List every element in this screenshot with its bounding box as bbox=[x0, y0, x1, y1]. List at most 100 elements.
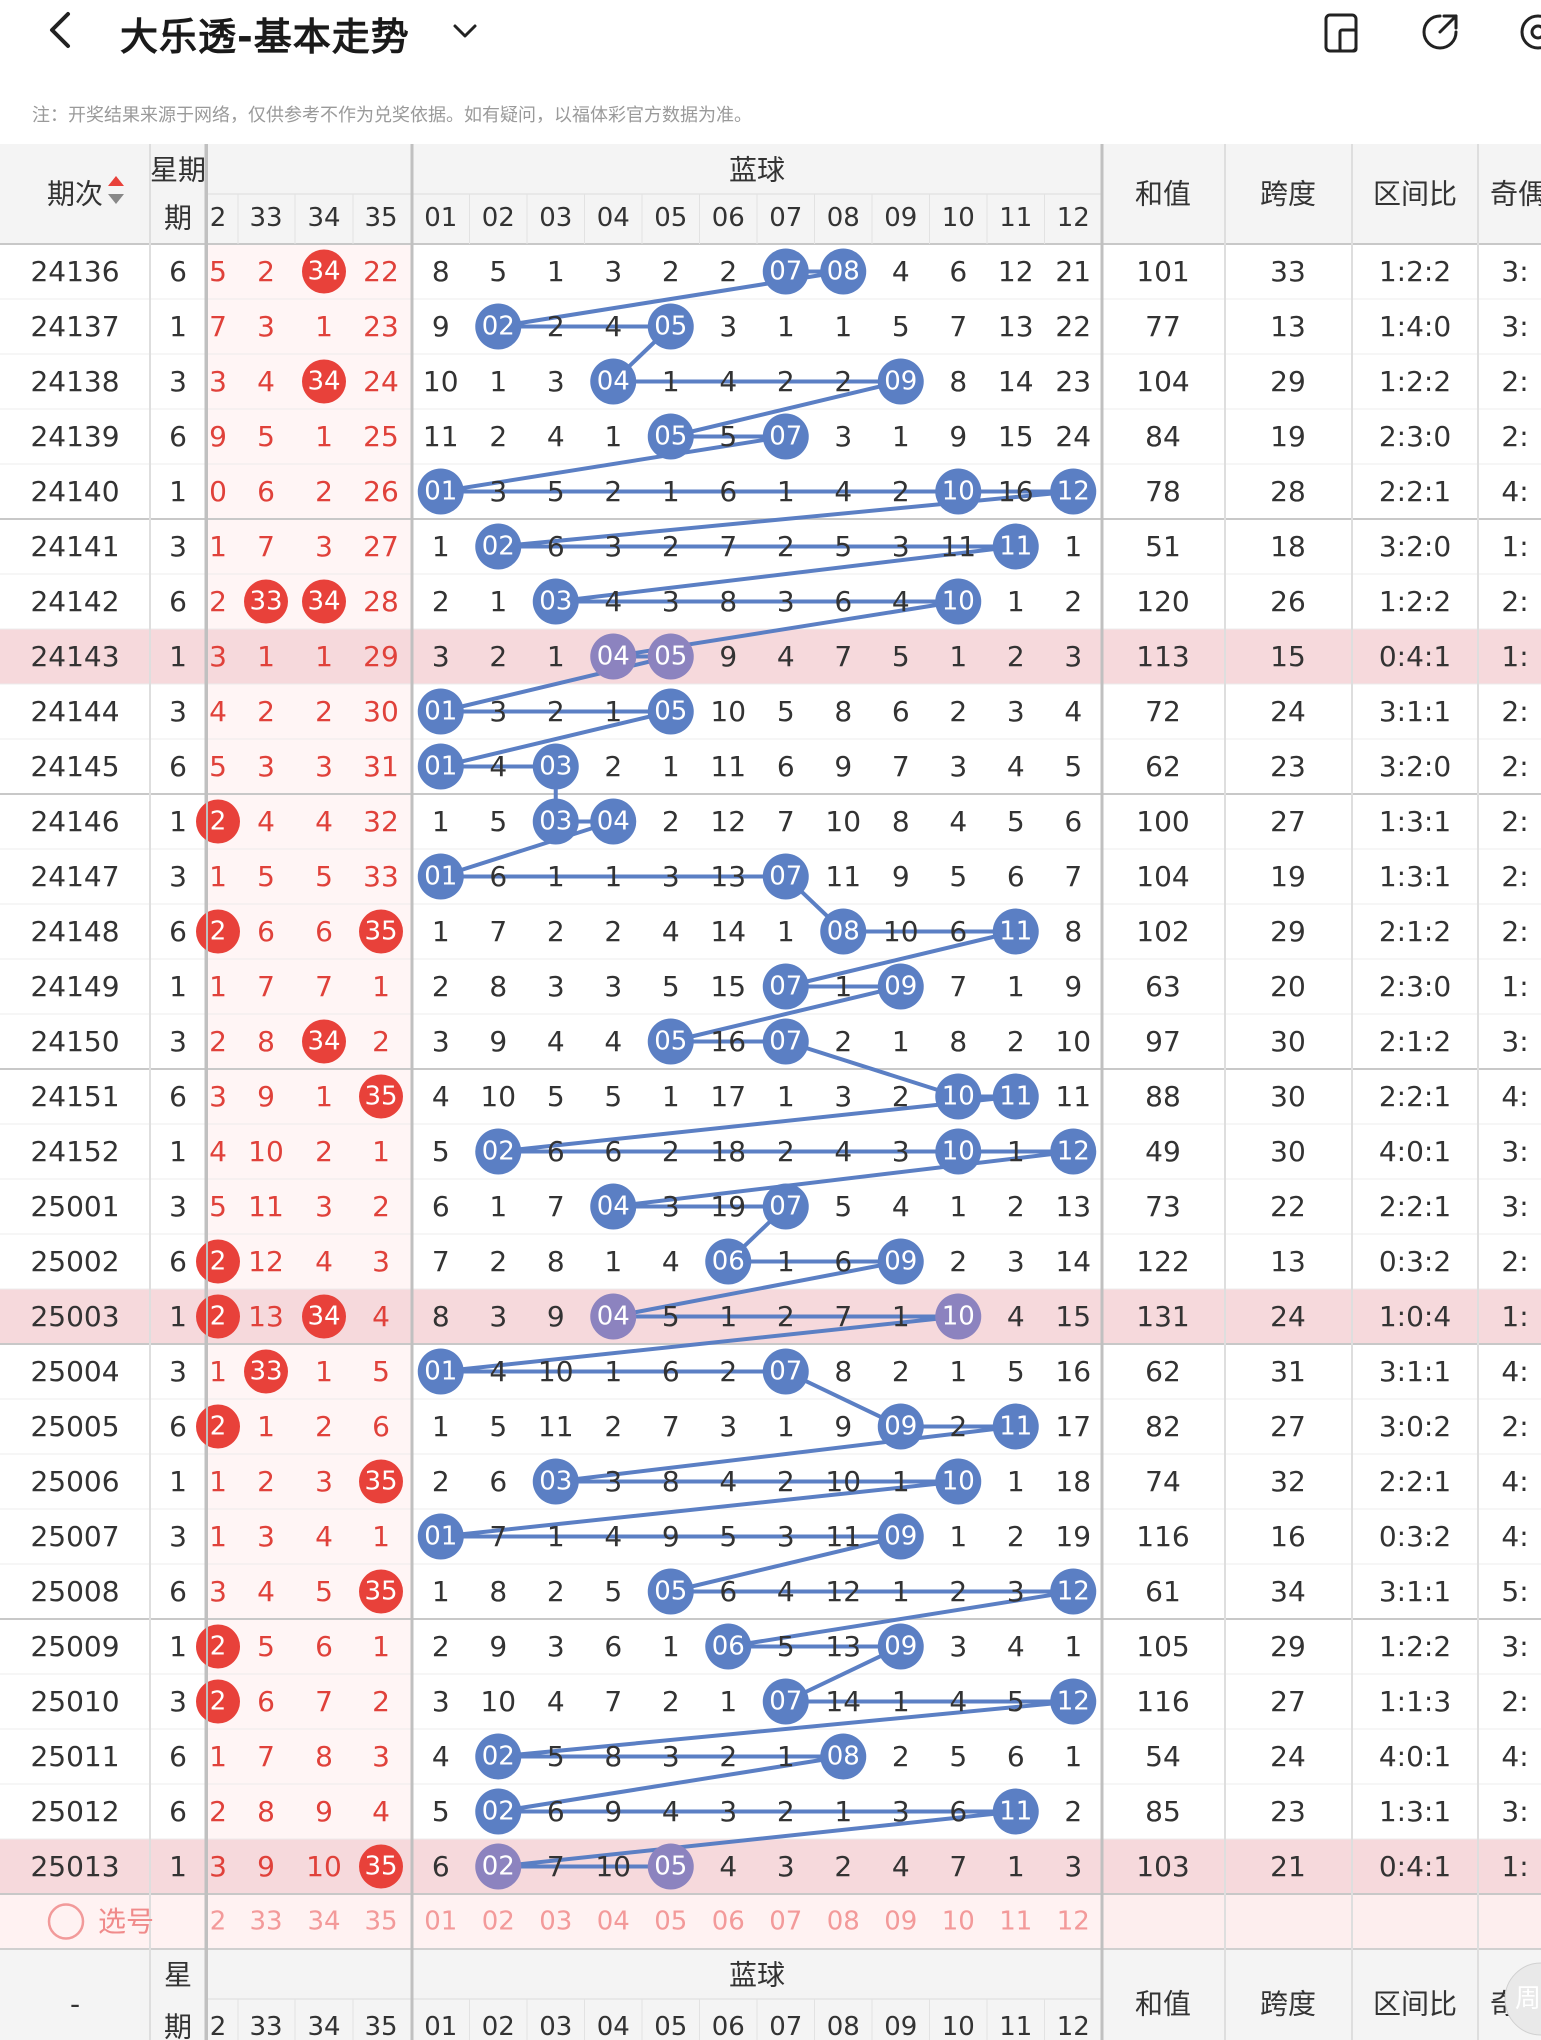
blue-cell: 3 bbox=[432, 640, 450, 673]
blue-ball bbox=[1050, 1128, 1097, 1175]
blue-cell: 3 bbox=[834, 420, 852, 453]
table-row[interactable]: 25013 1 3 9 10 35 6 02 7 10 05 4 3 2 4 7 1 3 103 21 0:4:1 1: bbox=[30, 1843, 1529, 1890]
table-row[interactable]: 24144 3 4 2 2 30 01 3 2 1 05 10 5 8 6 2 3 4 72 24 3:1:1 2: bbox=[30, 688, 1529, 735]
select-radio[interactable] bbox=[47, 1903, 85, 1940]
select-blue-number[interactable]: 09 bbox=[884, 1907, 917, 1937]
sum-cell: 116 bbox=[1136, 1520, 1189, 1553]
table-row[interactable]: 25001 3 5 11 3 2 6 1 7 04 3 19 07 5 4 1 2 13 73 22 2:2:1 3: bbox=[30, 1183, 1529, 1230]
select-blue-number[interactable]: 12 bbox=[1057, 1907, 1090, 1937]
table-row[interactable]: 24141 3 1 7 3 27 1 02 6 3 2 7 2 5 3 11 11 1 51 18 3:2:0 1: bbox=[30, 523, 1529, 570]
blue-cell: 13 bbox=[710, 860, 746, 893]
blue-cell: 7 bbox=[432, 1245, 450, 1278]
table-row[interactable]: 25011 6 1 7 8 3 4 02 5 8 3 2 1 08 2 5 6 1 54 24 4:0:1 4: bbox=[30, 1733, 1529, 1780]
table-row[interactable]: 24150 3 2 8 34 2 3 9 4 4 05 16 07 2 1 8 2 10 97 30 2:1:2 3: bbox=[30, 1018, 1529, 1065]
table-row[interactable]: 24143 1 3 1 1 29 3 2 1 04 05 9 4 7 5 1 2 3 113 15 0:4:1 1: bbox=[30, 633, 1529, 680]
table-row[interactable]: 24152 1 4 10 2 1 5 02 6 6 2 18 2 4 3 10 1 12 49 30 4:0:1 3: bbox=[30, 1128, 1529, 1175]
table-row[interactable]: 25003 1 2 13 34 4 8 3 9 04 5 1 2 7 1 10 4 15 131 24 1:0:4 1: bbox=[30, 1293, 1529, 1340]
table-row[interactable]: 25004 3 1 33 1 5 01 4 10 1 6 2 07 8 2 1 5 16 62 31 3:1:1 4: bbox=[30, 1348, 1529, 1395]
blue-cell: 5 bbox=[547, 475, 565, 508]
select-red-number[interactable]: 34 bbox=[307, 1907, 340, 1937]
table-row[interactable]: 24146 1 2 4 4 32 1 5 03 04 2 12 7 10 8 4 5 6 100 27 1:3:1 2: bbox=[30, 798, 1529, 845]
table-row[interactable]: 25009 1 2 5 6 1 2 9 3 6 1 06 5 13 09 3 4 1 105 29 1:2:2 3: bbox=[30, 1623, 1529, 1670]
floating-button-label[interactable]: 周 bbox=[1515, 1984, 1541, 2014]
blue-cell: 9 bbox=[489, 1025, 507, 1058]
table-row[interactable]: 24145 6 5 3 3 31 01 4 03 2 1 11 6 9 7 3 4 5 62 23 3:2:0 2: bbox=[30, 743, 1529, 790]
table-row[interactable]: 24140 1 0 6 2 26 01 3 5 2 1 6 1 4 2 10 16 12 78 28 2:2:1 4: bbox=[30, 468, 1529, 515]
table-row[interactable]: 24148 6 2 6 6 35 1 7 2 2 4 14 1 08 10 6 11 8 102 29 2:1:2 2: bbox=[30, 908, 1529, 955]
blue-cell: 4 bbox=[1007, 750, 1025, 783]
table-row[interactable]: 25002 6 2 12 4 3 7 2 8 1 4 06 1 6 09 2 3 14 122 13 0:3:2 2: bbox=[30, 1238, 1529, 1285]
red-cell: 7 bbox=[257, 1740, 275, 1773]
odd-even-cell: 3: bbox=[1501, 1025, 1528, 1058]
table-row[interactable]: 24147 3 1 5 5 33 01 6 1 1 3 13 07 11 9 5 6 7 104 19 1:3:1 2: bbox=[30, 853, 1529, 900]
red-ball-number: 2 bbox=[210, 1412, 227, 1442]
select-red-number[interactable]: 2 bbox=[210, 1907, 227, 1937]
sort-up-icon[interactable] bbox=[108, 176, 124, 186]
select-blue-number[interactable]: 11 bbox=[999, 1907, 1032, 1937]
table-row[interactable]: 25012 6 2 8 9 4 5 02 6 9 4 3 2 1 3 6 11 2 85 23 1:3:1 3: bbox=[30, 1788, 1529, 1835]
table-row[interactable]: 24149 1 1 7 7 1 2 8 3 3 5 15 07 1 09 7 1 9 63 20 2:3:0 1: bbox=[30, 963, 1529, 1010]
blue-cell: 6 bbox=[432, 1850, 450, 1883]
table-row[interactable]: 24137 1 7 3 1 23 9 02 2 4 05 3 1 1 5 7 13 22 77 13 1:4:0 3: bbox=[30, 303, 1529, 350]
select-red-number[interactable]: 35 bbox=[364, 1907, 397, 1937]
red-ball-number: 35 bbox=[364, 1577, 397, 1607]
sum-cell: 100 bbox=[1136, 805, 1189, 838]
blue-cell: 3 bbox=[662, 585, 680, 618]
blue-ball-number: 07 bbox=[769, 972, 802, 1002]
chevron-left-icon[interactable] bbox=[40, 8, 84, 52]
odd-even-cell: 2: bbox=[1501, 585, 1528, 618]
blue-cell: 1 bbox=[777, 1740, 795, 1773]
select-label[interactable]: 选号 bbox=[98, 1905, 154, 1938]
red-cell: 1 bbox=[315, 640, 333, 673]
select-blue-number[interactable]: 08 bbox=[827, 1907, 860, 1937]
table-row[interactable]: 24136 6 5 2 34 22 8 5 1 3 2 2 07 08 4 6 12 21 101 33 1:2:2 3: bbox=[30, 248, 1529, 295]
select-blue-number[interactable]: 07 bbox=[769, 1907, 802, 1937]
red-cell: 6 bbox=[372, 1410, 390, 1443]
page-title[interactable]: 大乐透-基本走势 bbox=[120, 15, 410, 59]
chevron-down-icon[interactable] bbox=[450, 16, 480, 46]
blue-cell: 4 bbox=[719, 1465, 737, 1498]
blue-ball-number: 04 bbox=[597, 1302, 630, 1332]
blue-ball-number: 09 bbox=[884, 1412, 917, 1442]
select-red-number[interactable]: 33 bbox=[249, 1907, 282, 1937]
select-blue-number[interactable]: 04 bbox=[597, 1907, 630, 1937]
red-cell: 6 bbox=[315, 915, 333, 948]
floating-button[interactable] bbox=[1504, 1962, 1541, 2036]
select-blue-number[interactable]: 01 bbox=[424, 1907, 457, 1937]
select-blue-number[interactable]: 10 bbox=[942, 1907, 975, 1937]
select-blue-number[interactable]: 03 bbox=[539, 1907, 572, 1937]
blue-cell: 2 bbox=[662, 255, 680, 288]
device-icon[interactable] bbox=[1320, 10, 1364, 54]
ratio-cell: 2:2:1 bbox=[1379, 475, 1451, 508]
share-icon[interactable] bbox=[1418, 10, 1462, 54]
ratio-cell: 2:3:0 bbox=[1379, 420, 1451, 453]
blue-cell: 3 bbox=[662, 860, 680, 893]
blue-cell: 5 bbox=[777, 1630, 795, 1663]
table-row[interactable]: 24142 6 2 33 34 28 2 1 03 4 3 8 3 6 4 10 1 2 120 26 1:2:2 2: bbox=[30, 578, 1529, 625]
table-row[interactable]: 25005 6 2 1 2 6 1 5 11 2 7 3 1 9 09 2 11 17 82 27 3:0:2 2: bbox=[30, 1403, 1529, 1450]
blue-cell: 5 bbox=[1007, 805, 1025, 838]
settings-icon[interactable] bbox=[1516, 10, 1541, 54]
blue-cell: 11 bbox=[940, 530, 976, 563]
select-blue-number[interactable]: 05 bbox=[654, 1907, 687, 1937]
header-period[interactable]: 期次 bbox=[47, 178, 103, 211]
blue-cell: 8 bbox=[662, 1465, 680, 1498]
table-row[interactable]: 25008 6 3 4 5 35 1 8 2 5 05 6 4 12 1 2 3 12 61 34 3:1:1 5: bbox=[30, 1568, 1529, 1615]
table-row[interactable]: 24151 6 3 9 1 35 4 10 5 5 1 17 1 3 2 10 11 11 88 30 2:2:1 4: bbox=[30, 1073, 1529, 1120]
blue-cell: 1 bbox=[892, 1025, 910, 1058]
blue-cell: 12 bbox=[825, 1575, 861, 1608]
select-blue-number[interactable]: 06 bbox=[712, 1907, 745, 1937]
blue-ball-number: 01 bbox=[424, 697, 457, 727]
blue-ball-number: 02 bbox=[482, 532, 515, 562]
table-row[interactable]: 24139 6 9 5 1 25 11 2 4 1 05 5 07 3 1 9 15 24 84 19 2:3:0 2: bbox=[30, 413, 1529, 460]
select-blue-number[interactable]: 02 bbox=[482, 1907, 515, 1937]
table-row[interactable]: 25007 3 1 3 4 1 01 7 1 4 9 5 3 11 09 1 2 19 116 16 0:3:2 4: bbox=[30, 1513, 1529, 1560]
table-row[interactable]: 25006 1 1 2 3 35 2 6 03 3 8 4 2 10 1 10 1 18 74 32 2:2:1 4: bbox=[30, 1458, 1529, 1505]
ratio-cell: 3:1:1 bbox=[1379, 1355, 1451, 1388]
table-row[interactable]: 24138 3 3 4 34 24 10 1 3 04 1 4 2 2 09 8 14 23 104 29 1:2:2 2… bbox=[30, 358, 1529, 405]
blue-ball-number: 11 bbox=[999, 532, 1032, 562]
blue-col-header: 04 bbox=[597, 203, 630, 233]
blue-cell: 2 bbox=[1064, 1795, 1082, 1828]
sort-down-icon[interactable] bbox=[108, 194, 124, 204]
blue-cell: 3 bbox=[719, 310, 737, 343]
